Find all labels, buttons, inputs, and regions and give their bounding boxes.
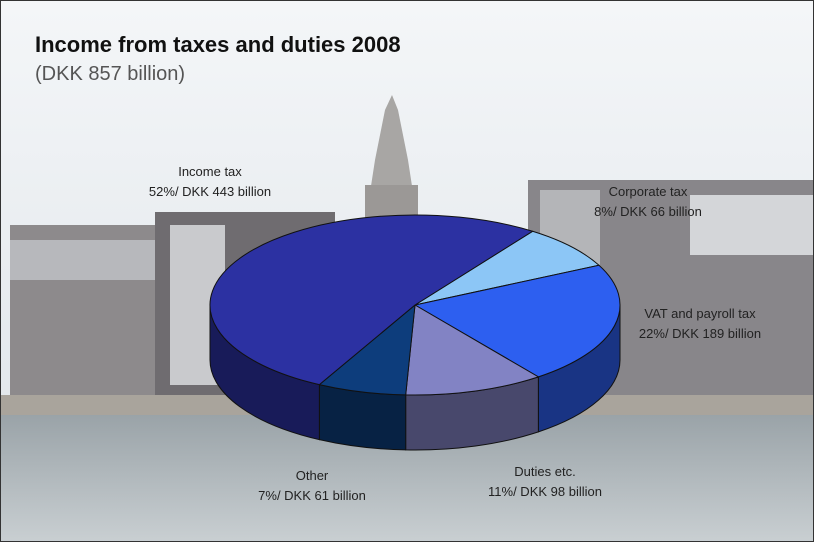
slice-label: Corporate tax xyxy=(609,184,688,199)
slice-label: Duties etc. xyxy=(514,464,575,479)
pie-tops xyxy=(209,214,621,396)
slice-label: Other xyxy=(296,468,329,483)
slice-label: Income tax xyxy=(178,164,242,179)
chart-title: Income from taxes and duties 2008 xyxy=(35,32,401,57)
pie-slice xyxy=(209,214,534,386)
slice-value-label: 8%/ DKK 66 billion xyxy=(594,204,702,219)
slice-value-label: 11%/ DKK 98 billion xyxy=(488,484,602,499)
slice-value-label: 7%/ DKK 61 billion xyxy=(258,488,366,503)
pie-slice xyxy=(413,264,621,378)
slice-value-label: 22%/ DKK 189 billion xyxy=(639,326,761,341)
pie-slice xyxy=(414,230,601,306)
pie-slice xyxy=(405,304,540,396)
slice-labels: Corporate tax 8%/ DKK 66 billion VAT and p… xyxy=(149,164,761,503)
slice-value-label: 52%/ DKK 443 billion xyxy=(149,184,271,199)
pie-sides xyxy=(209,304,621,451)
chart-subtitle: (DKK 857 billion) xyxy=(35,63,185,85)
slice-label: VAT and payroll tax xyxy=(644,306,756,321)
